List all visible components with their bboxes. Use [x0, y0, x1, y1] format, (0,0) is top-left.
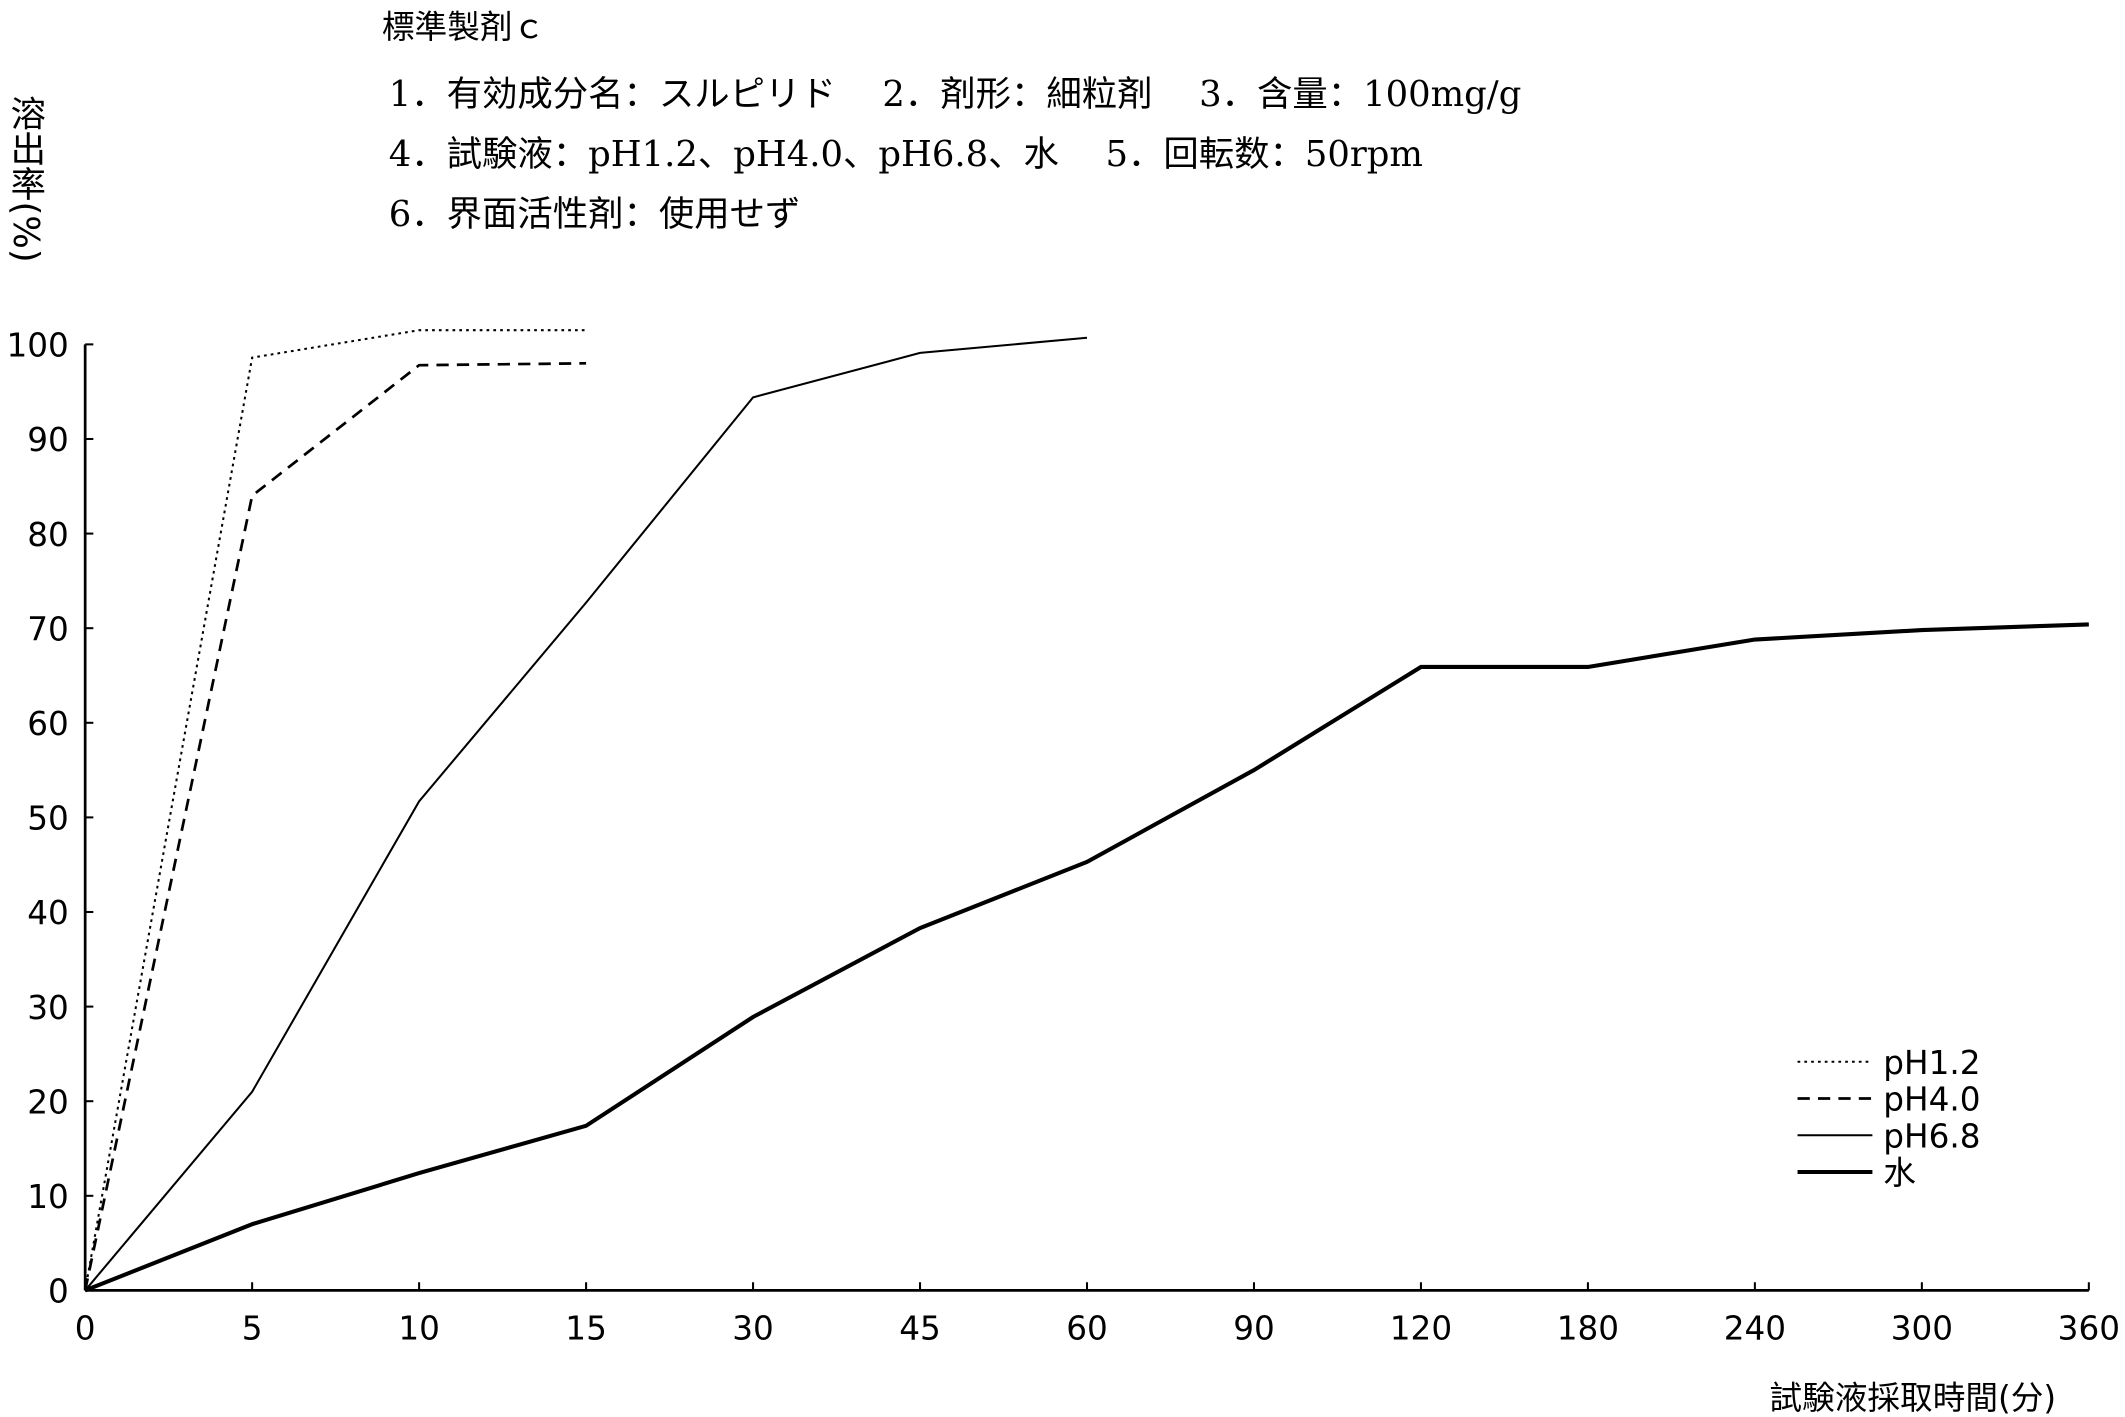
y-tick-label: 50	[27, 800, 69, 838]
x-tick-label: 10	[398, 1309, 440, 1347]
x-tick-label: 45	[899, 1309, 941, 1347]
y-tick-label: 30	[27, 989, 69, 1027]
subtitle-line-3: 6．界面活性剤：使用せず	[389, 194, 801, 235]
y-tick-label: 20	[27, 1083, 69, 1121]
x-tick-label: 180	[1557, 1309, 1619, 1347]
legend-label: 水	[1883, 1154, 1916, 1192]
x-tick-label: 60	[1066, 1309, 1108, 1347]
y-tick-label: 0	[48, 1273, 69, 1311]
x-tick-label: 240	[1724, 1309, 1786, 1347]
x-tick-label: 30	[732, 1309, 774, 1347]
x-tick-label: 90	[1233, 1309, 1275, 1347]
y-tick-label: 100	[6, 327, 68, 365]
subtitle-line-1: 1．有効成分名：スルピリド 2．剤形：細粒剤 3．含量：100mg/g	[389, 74, 1522, 115]
x-tick-label: 5	[242, 1309, 263, 1347]
x-tick-label: 300	[1891, 1309, 1953, 1347]
series-line-pH1.2	[84, 329, 587, 1291]
chart-title: 標準製剤ｃ	[382, 8, 545, 46]
series-line-pH6.8	[84, 336, 1088, 1292]
y-tick-label: 80	[27, 516, 69, 554]
legend-label: pH4.0	[1883, 1081, 1980, 1119]
y-tick-label: 10	[27, 1178, 69, 1216]
y-tick-label: 60	[27, 705, 69, 743]
series-line-水	[84, 622, 2089, 1293]
y-tick-label: 90	[27, 421, 69, 459]
x-tick-label: 120	[1390, 1309, 1452, 1347]
x-axis-label: 試験液採取時間(分)	[1769, 1379, 2056, 1417]
y-tick-label: 70	[27, 610, 69, 648]
x-tick-label: 0	[75, 1309, 96, 1347]
legend-label: pH6.8	[1883, 1117, 1980, 1155]
y-axis-label: 溶出率(%)	[5, 95, 46, 262]
series-line-pH4.0	[83, 361, 587, 1291]
x-tick-label: 360	[2058, 1309, 2120, 1347]
x-tick-label: 15	[565, 1309, 607, 1347]
legend-label: pH1.2	[1883, 1044, 1980, 1082]
subtitle-line-2: 4．試験液：pH1.2、pH4.0、pH6.8、水 5．回転数：50rpm	[389, 134, 1423, 175]
y-tick-label: 40	[27, 894, 69, 932]
